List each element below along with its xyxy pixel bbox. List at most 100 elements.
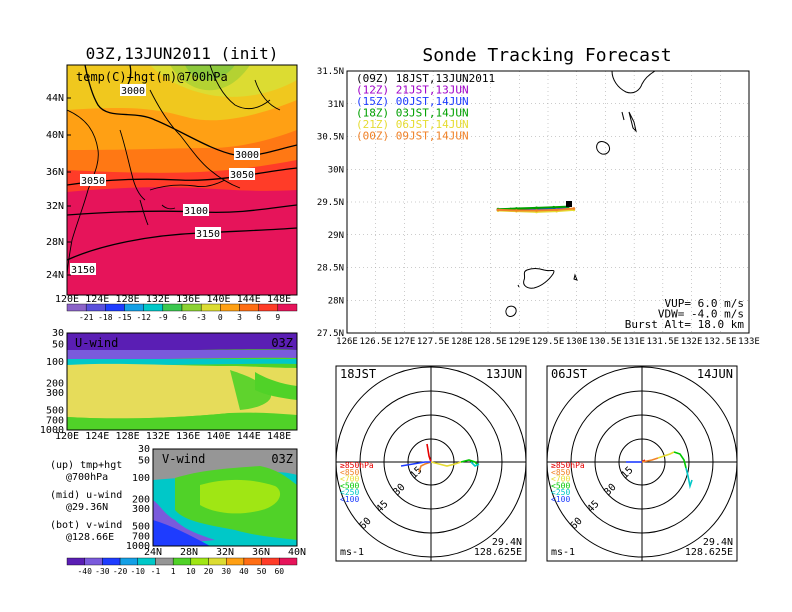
track-x-tick: 126.5E: [359, 337, 392, 347]
colorbar-swatch: [124, 303, 144, 312]
note-up-line2: @700hPa: [66, 472, 108, 483]
colorbar-swatch: [102, 557, 121, 566]
colorbar-swatch: [119, 557, 138, 566]
vwind-field: [153, 449, 297, 546]
map-y-tick: 28N: [46, 237, 64, 248]
track-x-tick: 128E: [451, 337, 473, 347]
colorbar-swatch: [172, 557, 192, 566]
colorbar-swatch: [239, 303, 259, 312]
track-y-tick: 31N: [328, 100, 344, 110]
track-x-tick: 129E: [508, 337, 530, 347]
track-x-tick: 130E: [566, 337, 588, 347]
colorbar-swatch: [155, 557, 174, 566]
contour-label: 3000: [235, 150, 259, 161]
hodograph-level: <700: [340, 475, 359, 484]
track-param: VDW= -4.0 m/s: [658, 308, 744, 321]
pressure-tick: 30: [52, 328, 64, 339]
hodograph-units: ms-1: [340, 547, 364, 558]
vwind-x-tick: 32N: [216, 547, 234, 558]
map-x-tick: 140E: [206, 294, 230, 305]
hodograph-lon: 128.625E: [685, 547, 733, 558]
track-point: [572, 207, 576, 210]
hodograph-trace: [685, 467, 693, 490]
track-y-tick: 29.5N: [317, 198, 344, 208]
vwind-label: V-wind: [162, 452, 205, 466]
vwind-x-tick: 24N: [144, 547, 162, 558]
colorbar-swatch: [66, 557, 85, 566]
hodograph-level: <250: [551, 488, 570, 497]
track-legend-entry: (21Z) 06JST,14JUN: [356, 118, 469, 131]
colorbar-label: 40: [239, 567, 249, 576]
track-legend-entry: (09Z) 18JST,13JUN2011: [356, 72, 495, 85]
track-point: [515, 207, 518, 210]
colorbar-swatch: [190, 557, 209, 566]
track-x-tick: 132E: [681, 337, 703, 347]
colorbar-swatch: [277, 303, 298, 312]
colorbar-label: 3: [237, 313, 242, 322]
uwind-x-ticks: 120E 124E 128E 132E 136E 140E 144E 148E: [55, 431, 291, 442]
hodograph-lat: 29.4N: [703, 537, 733, 548]
colorbar-label: 9: [275, 313, 280, 322]
pressure-tick: 50: [138, 456, 150, 467]
track-title: Sonde Tracking Forecast: [422, 45, 671, 66]
hodograph-level: <250: [340, 488, 359, 497]
wind-colorbar-labels: -40 -30 -20 -10 -1 1 10 20 30 40 50 60: [77, 567, 284, 576]
colorbar-label: -21: [79, 313, 94, 322]
colorbar-swatch: [181, 303, 202, 312]
temperature-colorbar-labels: -21 -18 -15 -12 -9 -6 -3 0 3 6 9: [79, 313, 280, 322]
pressure-tick: 200: [46, 378, 64, 389]
map-variable-label: temp(C)+hgt(m)@700hPa: [76, 70, 228, 84]
map-y-tick: 44N: [46, 93, 64, 104]
colorbar-swatch: [226, 557, 245, 566]
pressure-tick: 700: [46, 415, 64, 426]
colorbar-label: 6: [256, 313, 261, 322]
hodograph-level: ≥850hPa: [340, 461, 374, 470]
uwind-x-tick: 132E: [146, 431, 170, 442]
temperature-field: [67, 65, 297, 295]
hodograph-date: 13JUN: [486, 367, 522, 381]
uwind-x-tick: 120E: [55, 431, 79, 442]
colorbar-label: 20: [204, 567, 214, 576]
colorbar-swatch: [200, 303, 221, 312]
track-x-tick: 133E: [738, 337, 760, 347]
colorbar-label: -10: [131, 567, 146, 576]
map-x-tick: 144E: [237, 294, 261, 305]
colorbar-swatch: [66, 303, 87, 312]
map-y-tick: 36N: [46, 167, 64, 178]
colorbar-swatch: [84, 557, 103, 566]
colorbar-swatch: [85, 303, 106, 312]
colorbar-swatch: [162, 303, 183, 312]
uwind-x-tick: 140E: [206, 431, 230, 442]
uwind-x-tick: 128E: [116, 431, 140, 442]
pressure-tick: 700: [132, 531, 150, 542]
pressure-tick: 500: [46, 406, 64, 417]
hodograph-trace: [641, 457, 659, 463]
vwind-x-tick: 28N: [180, 547, 198, 558]
track-grid: [347, 71, 749, 333]
hodograph-level: <850: [340, 468, 359, 477]
hodograph-trace: [418, 461, 432, 473]
colorbar-label: 50: [257, 567, 267, 576]
map-x-ticks: 120E 124E 128E 132E 136E 140E 144E 148E: [55, 294, 291, 305]
track-series: [496, 205, 576, 214]
track-y-tick: 29N: [328, 231, 344, 241]
colorbar-label: 0: [218, 313, 223, 322]
colorbar-label: -18: [98, 313, 113, 322]
map-frame: [66, 64, 298, 296]
pressure-tick: 50: [52, 340, 64, 351]
colorbar-swatch: [243, 557, 262, 566]
track-x-tick: 131E: [623, 337, 645, 347]
contour-label: 3050: [230, 170, 254, 181]
contour-label: 3100: [184, 206, 208, 217]
note-mid-line1: (mid) u-wind: [50, 490, 122, 501]
track-legend-entry: (12Z) 21JST,13JUN: [356, 84, 469, 97]
hodograph-level: <500: [340, 481, 359, 490]
pressure-tick: 1000: [40, 425, 64, 436]
hodograph-units: ms-1: [551, 547, 575, 558]
hodograph-level: <850: [551, 468, 570, 477]
track-x-tick: 132.5E: [704, 337, 737, 347]
